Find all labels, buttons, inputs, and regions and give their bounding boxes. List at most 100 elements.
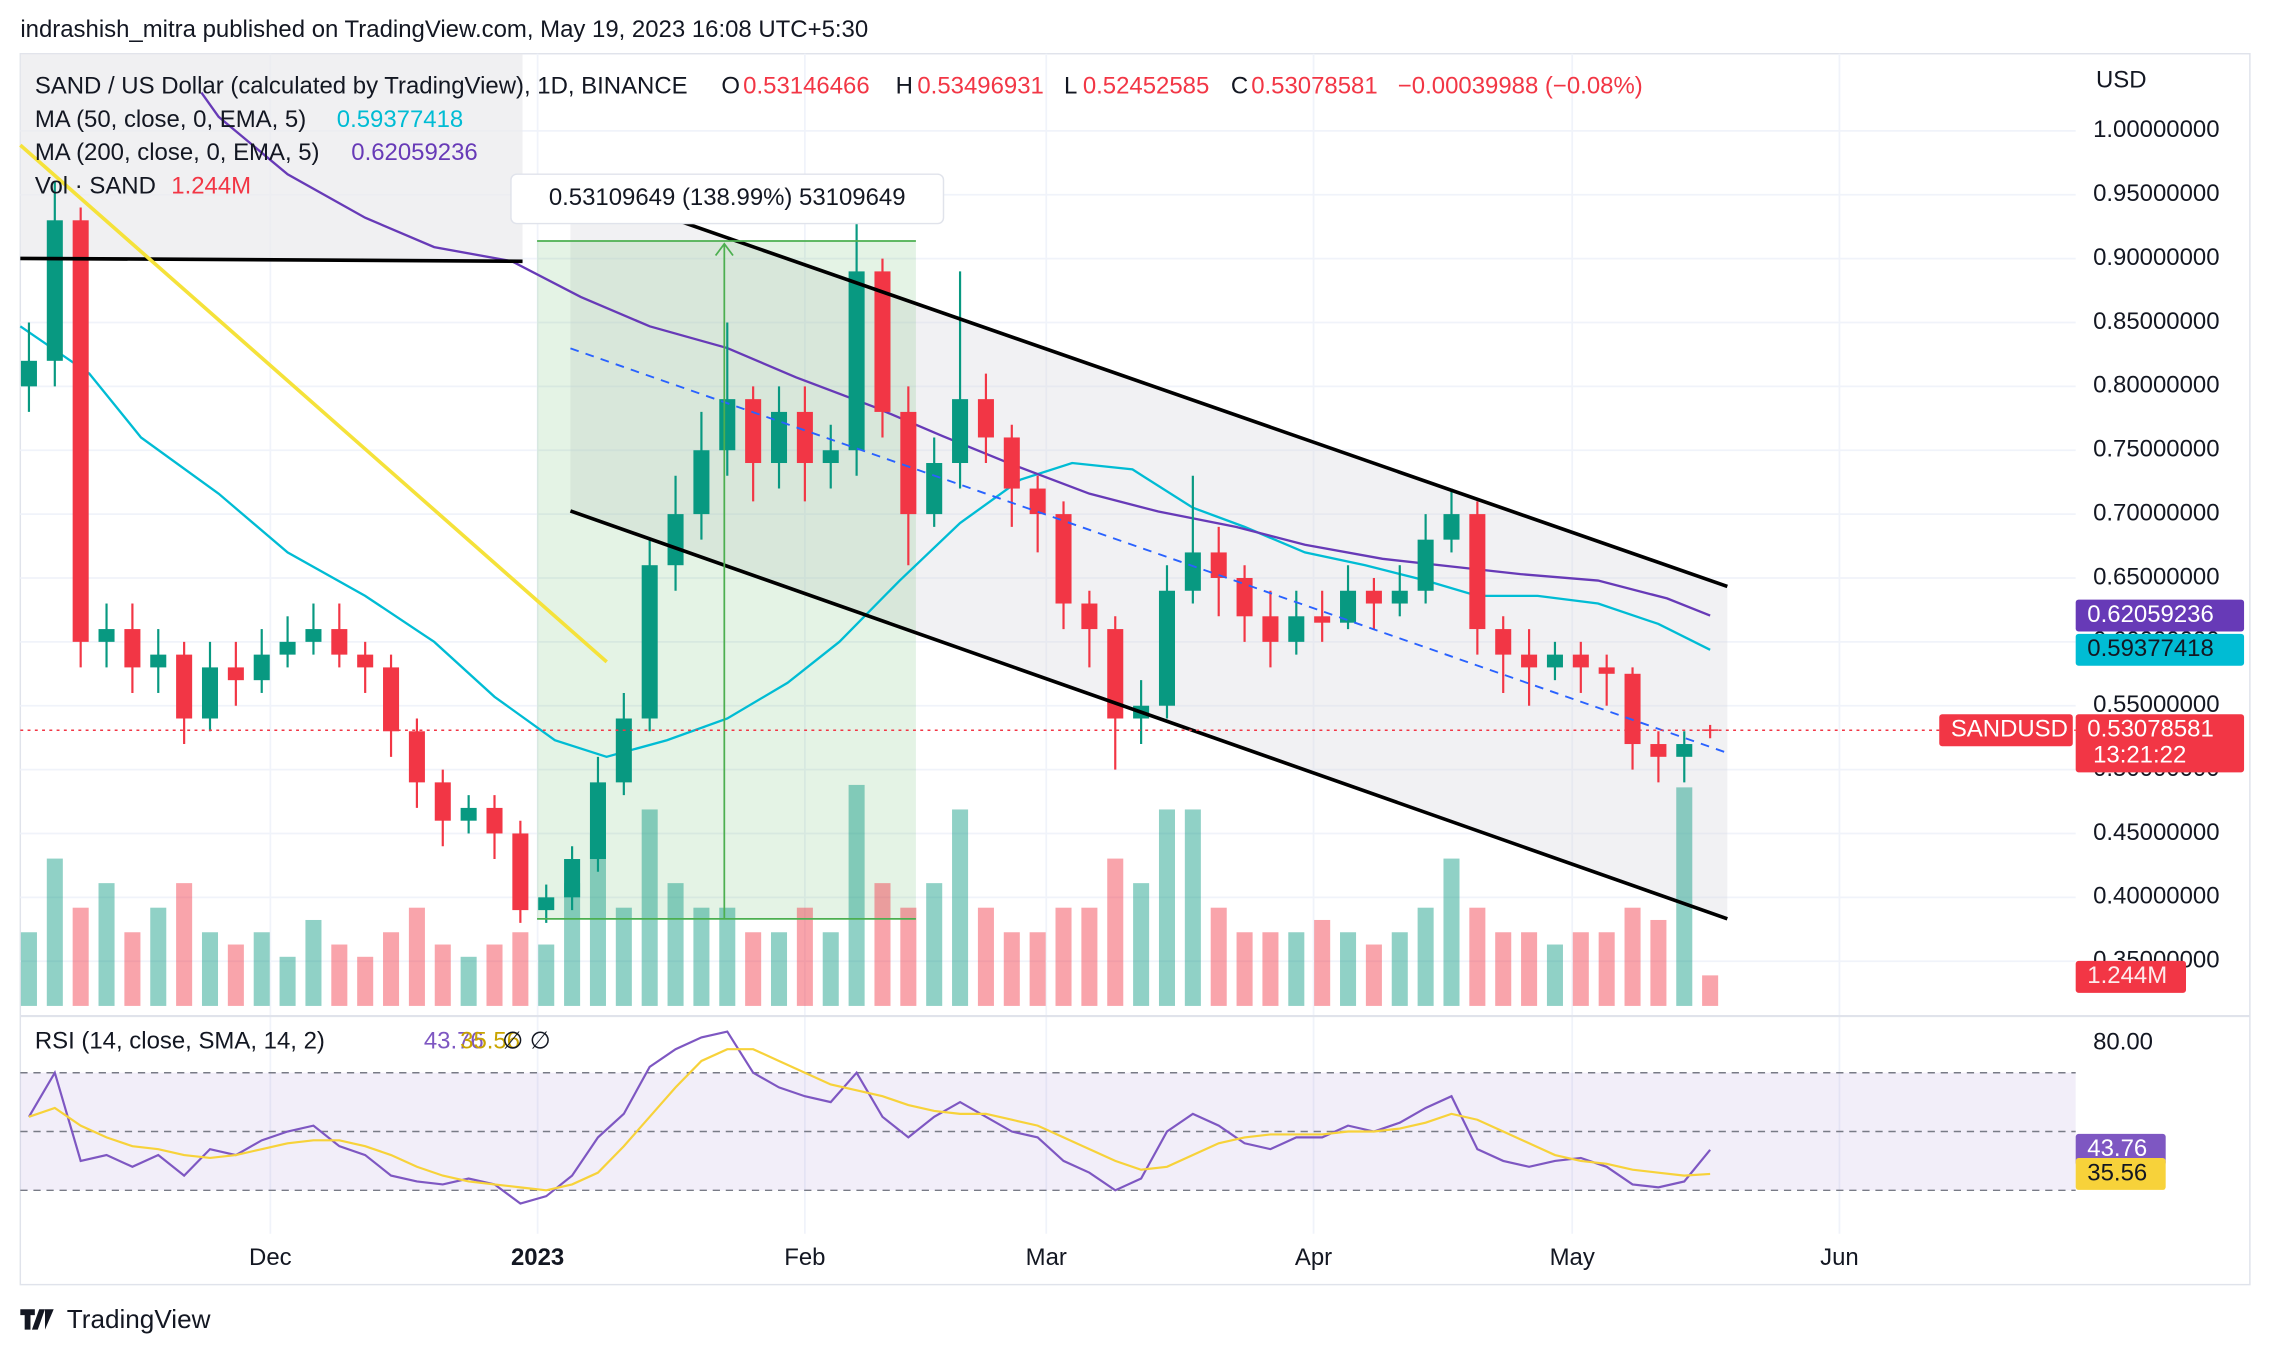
volume-bar <box>719 907 736 1006</box>
candle-body <box>1676 744 1693 757</box>
volume-bar <box>124 932 141 1006</box>
ma50-badge-bg <box>2075 633 2245 666</box>
x-tick-label: Feb <box>784 1244 825 1271</box>
volume-bar <box>1676 787 1693 1006</box>
candle-body <box>1055 514 1072 604</box>
volume-bar <box>46 858 63 1006</box>
candle-body <box>1495 629 1512 655</box>
volume-bar <box>1236 932 1253 1006</box>
volume-bar <box>1521 932 1538 1006</box>
channel-mid <box>570 347 1725 753</box>
candle-body <box>1650 744 1667 757</box>
candle-body <box>124 629 141 668</box>
volume-bar <box>1624 907 1641 1006</box>
candle-body <box>822 450 839 464</box>
candle-body <box>1443 514 1460 540</box>
volume-bar <box>926 883 943 1006</box>
candle-body <box>1314 616 1331 623</box>
shaded-zone <box>20 53 523 260</box>
volume-bar <box>589 834 606 1006</box>
volume-bar <box>641 809 658 1006</box>
y-tick-label: 0.65000000 <box>2093 563 2219 590</box>
candle-body <box>538 897 555 911</box>
candle-body <box>926 463 943 515</box>
rsi-legend: RSI (14, close, SMA, 14, 2) <box>35 1028 325 1055</box>
candle-body <box>434 782 451 821</box>
candle-body <box>693 450 710 515</box>
volume-bar <box>1340 932 1357 1006</box>
x-tick-label: 2023 <box>511 1244 564 1271</box>
candle-body <box>1546 654 1563 668</box>
y-tick-label: 1.00000000 <box>2093 116 2219 143</box>
rsi-sma-value: 35.56 <box>460 1028 520 1055</box>
volume-bar <box>745 932 762 1006</box>
candle-body <box>1521 654 1538 668</box>
volume-bar <box>1288 932 1305 1006</box>
x-tick-label: Dec <box>249 1244 292 1271</box>
rsi-sma-badge: 35.56 <box>2087 1159 2147 1186</box>
candle-body <box>1340 590 1357 623</box>
volume-bar <box>693 907 710 1006</box>
ohlc-l-value: 0.52452585 <box>1083 72 1209 99</box>
candle-body <box>1003 437 1020 489</box>
candle-body <box>848 271 865 451</box>
ma200-badge-bg <box>2075 599 2245 632</box>
volume-bar <box>1598 932 1615 1006</box>
x-tick-label: Jun <box>1820 1244 1859 1271</box>
candle-body <box>1572 654 1589 668</box>
volume-bar <box>279 956 296 1006</box>
volume-bar <box>564 883 581 1006</box>
measure-arrow-head <box>714 242 734 256</box>
candle-body <box>150 654 167 668</box>
volume-bar <box>952 809 969 1006</box>
candle-body <box>1598 667 1615 674</box>
candle-body <box>1702 729 1719 731</box>
volume-bar <box>667 883 684 1006</box>
volume-bar <box>1314 919 1331 1006</box>
rsi-sma-badge-bg <box>2075 1157 2166 1190</box>
price-badge: 0.53078581 <box>2087 716 2213 743</box>
symbol-badge: SANDUSD <box>1951 716 2068 743</box>
change: −0.00039988 (−0.08%) <box>1398 72 1643 99</box>
candle-body <box>20 360 37 387</box>
volume-bar <box>150 907 167 1006</box>
candle-body <box>977 399 994 438</box>
logo-mark <box>20 1309 54 1330</box>
drawings-over: 0.53109649 (138.99%) 53109649 <box>19 143 2250 1018</box>
candle-body <box>719 399 736 451</box>
rsi-badge: 43.76 <box>2087 1135 2147 1162</box>
volume-bar <box>253 932 270 1006</box>
volume-bar <box>408 907 425 1006</box>
candle-body <box>745 399 762 464</box>
volume-bar <box>1210 907 1227 1006</box>
volume-bar <box>1469 907 1486 1006</box>
candle-body <box>46 220 63 361</box>
horizontal-line <box>20 256 523 264</box>
candle-body <box>460 807 477 821</box>
volume-bar <box>305 919 322 1006</box>
candle-body <box>201 667 219 719</box>
volume-bar <box>1702 975 1719 1006</box>
candle-body <box>667 514 684 566</box>
volume-bar <box>72 907 89 1006</box>
volume-bar <box>331 944 348 1006</box>
candle-body <box>1469 514 1486 630</box>
candle-body <box>486 807 503 834</box>
brand: TradingView <box>67 1304 211 1334</box>
candle-body <box>408 731 425 783</box>
y-tick-label: 0.70000000 <box>2093 499 2219 526</box>
candle-body <box>227 667 244 681</box>
y-tick-label: 0.40000000 <box>2093 883 2219 910</box>
channel-lower <box>569 509 1728 921</box>
volume-bar <box>357 956 374 1006</box>
y-tick-label: 0.75000000 <box>2093 436 2219 463</box>
x-tick-label: Mar <box>1026 1244 1067 1271</box>
x-tick-label: May <box>1550 1244 1595 1271</box>
volume-bar <box>460 956 477 1006</box>
ohlc-o-value: 0.53146466 <box>743 72 869 99</box>
rsi-badge-bg <box>2075 1133 2166 1166</box>
candle-body <box>305 629 322 642</box>
volume-bar <box>227 944 244 1006</box>
